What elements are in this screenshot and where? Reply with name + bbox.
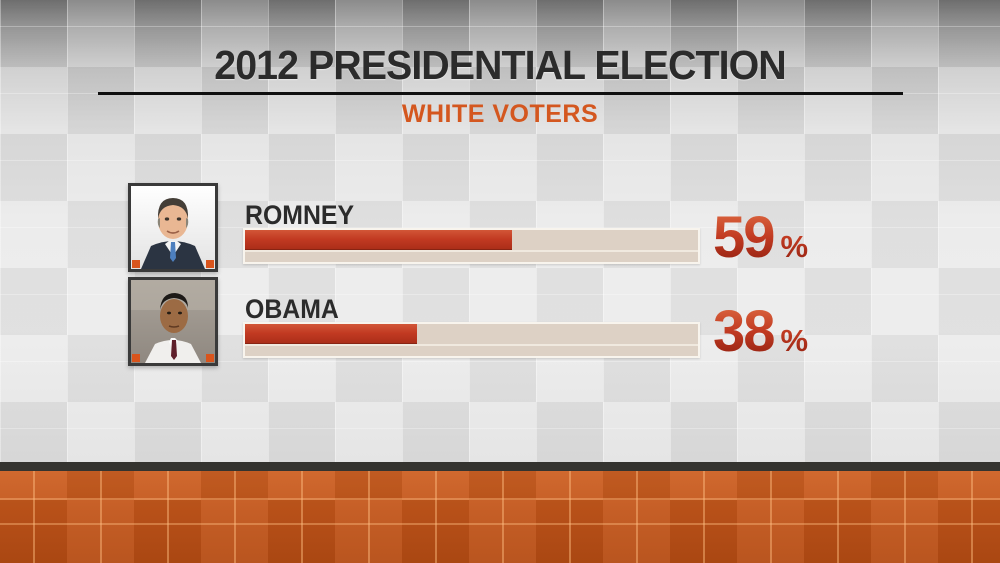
value-number: 59 — [713, 205, 774, 270]
frame-corner-icon — [132, 354, 140, 362]
value-label: 38% — [713, 303, 808, 361]
value-number: 38 — [713, 299, 774, 364]
header: 2012 PRESIDENTIAL ELECTION WHITE VOTERS — [0, 0, 1000, 129]
page-subtitle: WHITE VOTERS — [401, 100, 599, 128]
obama-photo-frame — [128, 277, 218, 366]
chart-row-obama: OBAMA 38% — [128, 277, 888, 371]
footer-dark-strip — [0, 462, 1000, 471]
bar-fill — [245, 230, 513, 250]
obama-bar — [243, 322, 700, 358]
bar-fill — [245, 324, 418, 344]
candidate-label: ROMNEY — [245, 200, 355, 230]
romney-photo-frame — [128, 183, 218, 272]
romney-bar — [243, 228, 700, 264]
value-label: 59% — [713, 209, 808, 267]
footer-orange-tiles — [0, 471, 1000, 563]
chart-row-romney: ROMNEY 59% — [128, 183, 888, 277]
bar-divider — [245, 344, 698, 346]
bar-track — [245, 230, 698, 262]
frame-corner-icon — [206, 354, 214, 362]
bar-chart: ROMNEY 59% — [128, 183, 888, 371]
title-divider — [97, 92, 903, 95]
frame-corner-icon — [132, 260, 140, 268]
frame-corner-icon — [206, 260, 214, 268]
bar-track — [245, 324, 698, 356]
bar-divider — [245, 250, 698, 252]
obama-portrait — [131, 280, 215, 363]
percent-sign: % — [780, 323, 809, 358]
romney-portrait — [131, 186, 215, 269]
page-title: 2012 PRESIDENTIAL ELECTION — [214, 42, 786, 88]
percent-sign: % — [780, 229, 809, 264]
candidate-label: OBAMA — [245, 294, 339, 324]
